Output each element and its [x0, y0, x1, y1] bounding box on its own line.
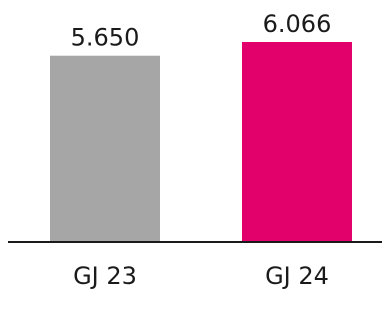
- bars-group: [50, 42, 352, 243]
- tick-labels-group: GJ 23 GJ 24: [73, 262, 329, 290]
- value-labels-group: 5.650 6.066: [71, 10, 332, 52]
- bar-gj-24: [242, 42, 352, 242]
- bar-gj-23: [50, 55, 160, 243]
- value-label-gj-23: 5.650: [71, 24, 140, 52]
- tick-label-gj-24: GJ 24: [265, 262, 329, 290]
- tick-label-gj-23: GJ 23: [73, 262, 137, 290]
- value-label-gj-24: 6.066: [263, 10, 332, 38]
